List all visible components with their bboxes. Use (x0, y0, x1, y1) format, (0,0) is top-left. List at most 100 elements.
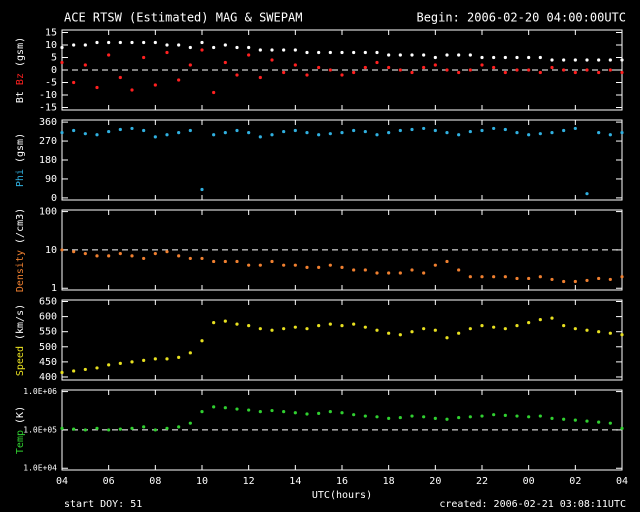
data-point (247, 324, 251, 328)
data-point (153, 357, 157, 361)
y-axis-label: Bt Bz (gsm) (15, 37, 26, 103)
data-point (142, 128, 146, 133)
data-point (398, 333, 402, 337)
data-point (457, 415, 461, 420)
data-point (585, 278, 589, 283)
data-point (95, 426, 99, 430)
data-point (562, 279, 566, 284)
begin-time: Begin: 2006-02-20 04:00:00UTC (416, 11, 626, 25)
data-point (550, 316, 554, 320)
data-point (620, 70, 624, 75)
data-point (258, 327, 262, 331)
data-point (72, 128, 76, 133)
data-point (165, 133, 169, 137)
y-tick-label: 1.0E+05 (23, 425, 57, 434)
data-point (445, 259, 449, 264)
data-point (620, 275, 624, 279)
data-point (503, 70, 507, 75)
y-tick-label: 1.0E+06 (23, 387, 57, 396)
data-point (363, 414, 367, 418)
data-point (153, 428, 157, 432)
data-point (352, 268, 356, 272)
data-point (60, 45, 64, 50)
data-point (515, 324, 519, 328)
data-point (375, 60, 379, 65)
data-point (282, 70, 286, 75)
data-point (422, 327, 426, 331)
data-point (118, 127, 122, 132)
data-point (72, 43, 76, 47)
data-point (515, 55, 519, 60)
data-point (107, 40, 111, 45)
data-point (468, 129, 472, 134)
data-point (282, 263, 286, 267)
title: ACE RTSW (Estimated) MAG & SWEPAM (64, 11, 302, 25)
data-point (375, 415, 379, 419)
data-point (305, 265, 309, 269)
data-point (235, 322, 239, 326)
data-point (468, 327, 472, 331)
data-point (468, 275, 472, 279)
y-axis-unit: (km/s) (15, 304, 26, 340)
data-point (608, 58, 612, 62)
legend-entry: Phi (15, 169, 26, 187)
data-point (177, 131, 181, 135)
data-point (340, 50, 344, 55)
data-point (95, 40, 99, 45)
data-point (573, 58, 577, 62)
data-point (130, 426, 134, 430)
data-point (293, 325, 297, 329)
data-point (340, 131, 344, 135)
data-point (235, 407, 239, 411)
data-point (363, 268, 367, 272)
data-point (503, 327, 507, 331)
data-point (422, 53, 426, 57)
data-point (118, 75, 122, 80)
data-point (177, 43, 181, 47)
data-point (492, 55, 496, 60)
data-point (72, 250, 76, 254)
data-point (177, 254, 181, 258)
data-point (328, 132, 332, 136)
data-point (317, 324, 321, 328)
data-point (270, 259, 274, 264)
data-point (212, 45, 216, 50)
data-point (398, 128, 402, 133)
data-point (247, 131, 251, 135)
data-point (188, 45, 192, 50)
data-point (305, 327, 309, 331)
x-tick-label: 18 (383, 476, 395, 487)
data-point (293, 411, 297, 415)
data-point (258, 410, 262, 414)
data-point (305, 73, 309, 77)
data-point (165, 50, 169, 55)
data-point (107, 363, 111, 367)
data-point (142, 55, 146, 60)
data-point (130, 126, 134, 131)
y-tick-label: 100 (39, 207, 57, 218)
data-point (72, 80, 76, 85)
data-point (142, 256, 146, 261)
data-point (597, 58, 601, 62)
data-point (573, 327, 577, 331)
data-point (107, 428, 111, 432)
y-tick-label: 400 (39, 372, 57, 383)
legend-entry: Bt (15, 91, 26, 103)
data-point (387, 53, 391, 57)
y-tick-label: 500 (39, 342, 57, 353)
data-point (352, 413, 356, 417)
data-point (410, 70, 414, 75)
data-point (200, 48, 204, 52)
data-point (247, 45, 251, 50)
data-point (538, 70, 542, 75)
data-point (363, 65, 367, 70)
y-tick-label: 1.0E+04 (23, 464, 57, 473)
data-point (527, 133, 531, 137)
data-point (585, 68, 589, 72)
data-point (492, 275, 496, 279)
data-point (328, 263, 332, 267)
y-tick-label: 360 (39, 117, 57, 128)
y-tick-label: 270 (39, 136, 57, 147)
y-axis-unit: (/cm3) (15, 208, 26, 244)
data-point (153, 135, 157, 139)
